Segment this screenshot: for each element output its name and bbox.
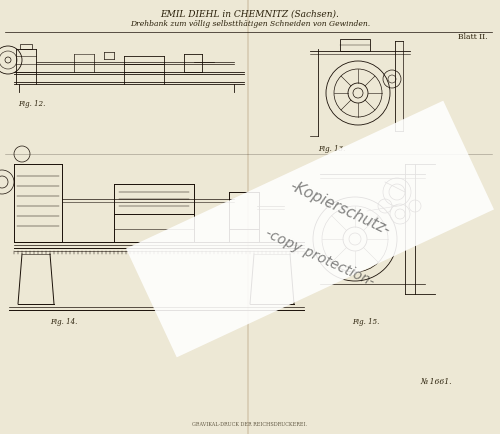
Text: Fig. 13.: Fig. 13.: [318, 145, 345, 153]
Text: -copy protection-: -copy protection-: [263, 226, 377, 289]
Text: EMIL DIEHL in CHEMNITZ (Sachsen).: EMIL DIEHL in CHEMNITZ (Sachsen).: [160, 10, 340, 19]
Text: № 1661.: № 1661.: [420, 377, 452, 385]
Text: Fig. 12.: Fig. 12.: [18, 100, 46, 108]
Bar: [20, 45, 32, 50]
Polygon shape: [126, 102, 494, 358]
Text: Blatt II.: Blatt II.: [458, 33, 488, 41]
Text: Drehbank zum völlig selbstthätigen Schneiden von Gewinden.: Drehbank zum völlig selbstthätigen Schne…: [130, 20, 370, 28]
Text: GRAVIKAL-DRUCK DER REICHSDRUCKEREI.: GRAVIKAL-DRUCK DER REICHSDRUCKEREI.: [192, 421, 308, 426]
Text: Fig. 14.: Fig. 14.: [50, 317, 78, 325]
Text: -Kopierschutz-: -Kopierschutz-: [288, 178, 393, 237]
Text: Fig. 15.: Fig. 15.: [352, 317, 380, 325]
Bar: [340, 40, 370, 52]
